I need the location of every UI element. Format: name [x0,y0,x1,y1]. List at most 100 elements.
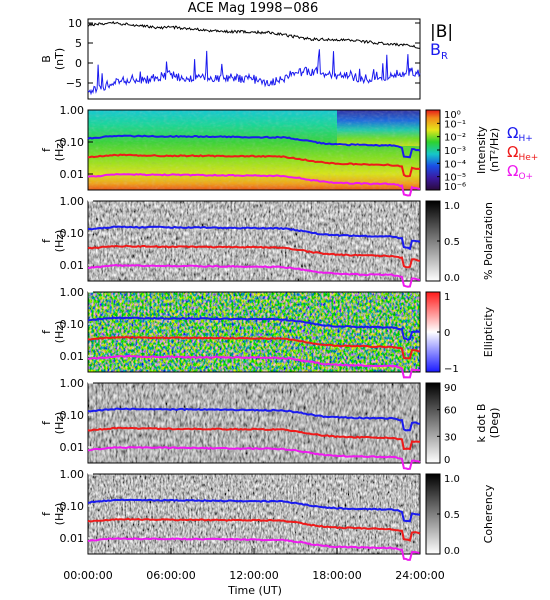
series-line-omega-He [87,153,421,178]
ytick-label: 0.01 [60,259,85,272]
colorbar-tick-label: 1.0 [444,201,460,212]
series-line-omega-O [87,537,421,561]
xtick-label: 24:00:00 [395,569,444,582]
intensity-colorbar-unit: (nT²/Hz) [488,128,501,172]
coherency-texture [88,474,420,554]
ytick-label: 0.10 [60,318,85,331]
ytick-label: 1.00 [60,286,85,299]
colorbar-tick-label: 0.0 [444,546,460,557]
series-line-B-total [87,20,421,50]
kdotb-ylabel-unit: (Hz) [53,412,66,435]
kdotb-texture [88,383,420,463]
field-ylabel: B [40,55,53,63]
colorbar-tick-label: 10⁻⁶ [444,182,466,193]
coherency-ylabel-unit: (Hz) [53,503,66,526]
colorbar-tick-label: 0.0 [444,273,460,284]
colorbar-tick-label: 10⁻³ [444,146,466,157]
series-line-omega-H [87,316,420,341]
field-panel: 10 5 0 −5 B (nT) |B| BR [40,17,453,100]
legend-B-total: |B| [430,22,453,42]
kdotb-ylabel: f [40,420,53,425]
coherency-ylabel: f [40,511,53,516]
ytick-label: 1.00 [60,377,85,390]
polarization-texture [88,201,420,281]
colorbar-tick-label: 1.0 [444,474,460,485]
series-line-omega-O [87,355,421,379]
polarization-panel: 1.00 0.10 0.01 f (Hz) 1.0 0.5 0.0 % Polarization [40,195,495,288]
field-ytick-label: 5 [75,37,82,50]
intensity-colorbar-title: Intensity [475,126,488,174]
ytick-label: 0.01 [60,168,85,181]
colorbar-tick-label: 1 [444,292,450,303]
series-line-omega-He [87,517,421,542]
kdotb-colorbar-title: k dot B [475,404,488,443]
intensity-texture [88,110,420,190]
ytick-label: 0.10 [60,409,85,422]
coherency-panel: 1.00 0.10 0.01 f (Hz) 1.0 0.5 0.0 Coherency [40,468,495,561]
legend-B-R: BR [430,40,448,62]
ellipticity-panel: 1.00 0.10 0.01 f (Hz) 1 0 −1 Ellipticity [40,286,495,379]
ytick-label: 0.10 [60,227,85,240]
polarization-ylabel: f [40,238,53,243]
colorbar-tick-label: 30 [444,432,457,443]
series-line-B-R [87,49,421,96]
colorbar-tick-label: 10⁰ [444,110,461,121]
legend-omega-He: ΩHe+ [507,143,538,163]
field-ytick-label: 0 [75,57,82,70]
ytick-label: 1.00 [60,468,85,481]
series-line-omega-H [87,407,421,432]
xtick-label: 06:00:00 [146,569,195,582]
colorbar-tick-label: 0 [444,328,450,339]
field-ytick-label: −5 [66,77,82,90]
xtick-label: 18:00:00 [312,569,361,582]
ellipticity-colorbar-title: Ellipticity [482,306,495,357]
series-line-omega-H [87,134,421,159]
series-line-omega-O [88,446,421,471]
ytick-label: 0.10 [60,136,85,149]
colorbar-tick-label: 90 [444,383,457,394]
series-line-omega-O [87,263,420,288]
kdotb-panel: 1.00 0.10 0.01 f (Hz) 90 60 30 0 k dot B (Deg) [40,377,501,471]
coherency-colorbar-title: Coherency [482,484,495,543]
colorbar-tick-label: 10⁻² [444,133,466,144]
x-axis-label: Time (UT) [227,584,282,597]
ytick-label: 1.00 [60,104,85,117]
colorbar-tick-label: 10⁻¹ [444,119,466,130]
field-ylabel-unit: (nT) [53,48,66,70]
series-line-omega-H [88,225,421,251]
cyclotron-legend: ΩH+ ΩHe+ ΩO+ [507,124,538,182]
field-plot-area [87,18,421,100]
colorbar-tick-label: 0 [444,455,450,466]
xtick-label: 12:00:00 [229,569,278,582]
kdotb-colorbar-unit: (Deg) [488,408,501,439]
figure-title: ACE Mag 1998−086 [188,1,318,16]
intensity-ylabel-unit: (Hz) [53,139,66,162]
xtick-label: 00:00:00 [63,569,112,582]
series-line-omega-O [87,173,420,197]
legend-omega-H: ΩH+ [507,124,533,144]
polarization-colorbar-title: % Polarization [482,202,495,280]
series-line-omega-He [87,426,420,451]
series-line-omega-He [87,335,420,360]
field-ytick-label: 10 [68,17,82,30]
ytick-label: 0.01 [60,532,85,545]
colorbar-tick-label: 60 [444,406,457,417]
intensity-ylabel: f [40,147,53,152]
colorbar-tick-label: 10⁻⁴ [444,159,466,170]
ellipticity-ylabel-unit: (Hz) [53,321,66,344]
series-line-omega-H [87,498,421,523]
ytick-label: 0.10 [60,500,85,513]
series-line-omega-He [87,244,421,269]
ellipticity-texture [88,292,420,372]
colorbar-tick-label: 10⁻⁵ [444,173,466,184]
colorbar-tick-label: 0.5 [444,510,460,521]
ytick-label: 0.01 [60,350,85,363]
colorbar-tick-label: 0.5 [444,237,460,248]
polarization-ylabel-unit: (Hz) [53,230,66,253]
ellipticity-ylabel: f [40,329,53,334]
colorbar-tick-label: −1 [444,364,459,375]
ytick-label: 0.01 [60,441,85,454]
kdotb-colorbar [425,382,441,464]
